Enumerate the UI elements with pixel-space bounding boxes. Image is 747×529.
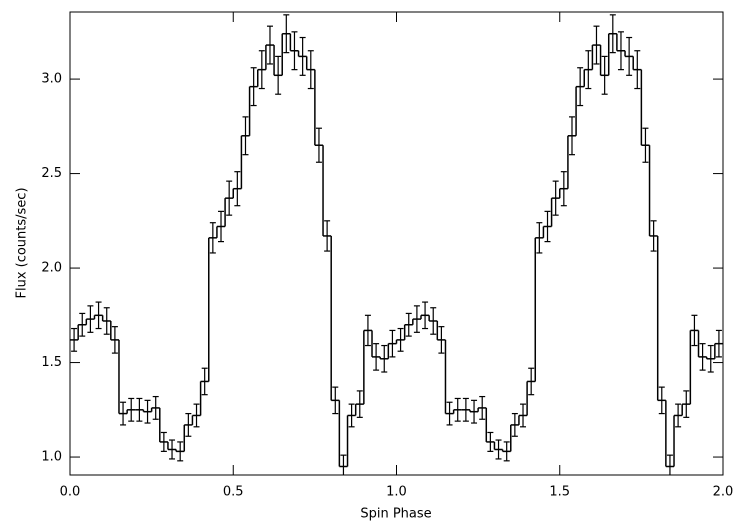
x-tick-label: 0.0 (60, 485, 81, 500)
y-tick-label: 1.5 (41, 355, 62, 370)
plot-frame (69, 11, 724, 476)
x-axis-label: Spin Phase (360, 507, 431, 522)
x-tick-label: 1.5 (549, 485, 570, 500)
y-tick-label: 1.0 (41, 450, 62, 465)
x-tick-label: 1.0 (386, 485, 407, 500)
y-tick-label: 3.0 (41, 72, 62, 87)
x-tick-label: 2.0 (713, 485, 734, 500)
y-axis-label: Flux (counts/sec) (15, 187, 30, 298)
x-tick-label: 0.5 (223, 485, 244, 500)
y-tick-label: 2.5 (41, 166, 62, 181)
y-tick-label: 2.0 (41, 261, 62, 276)
